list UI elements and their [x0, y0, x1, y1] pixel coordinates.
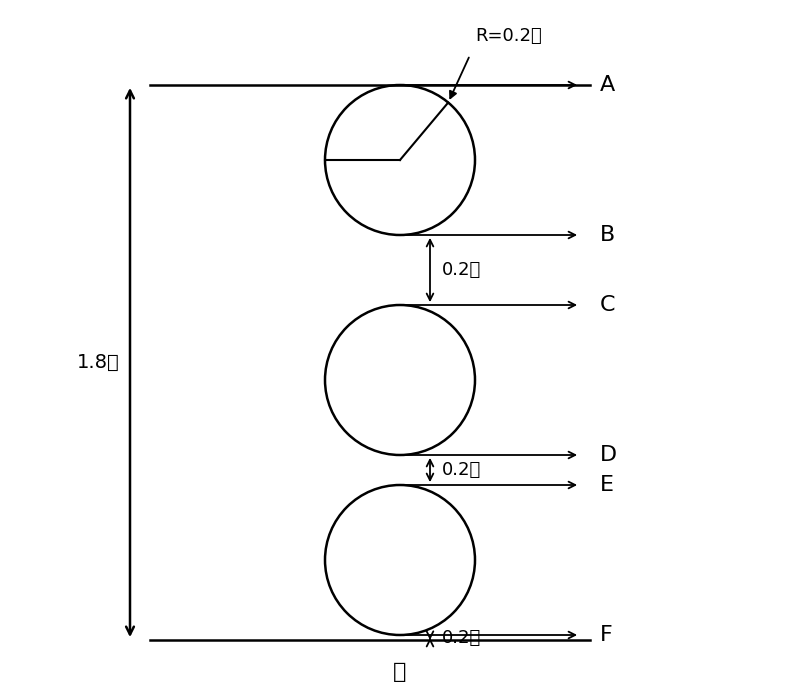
Text: 0.2米: 0.2米: [442, 628, 482, 647]
Text: E: E: [600, 475, 614, 495]
Text: A: A: [600, 75, 615, 95]
Text: 1.8米: 1.8米: [78, 353, 120, 372]
Text: 0.2米: 0.2米: [442, 261, 482, 279]
Text: 0.2米: 0.2米: [442, 461, 482, 479]
Text: F: F: [600, 625, 613, 645]
Text: D: D: [600, 445, 617, 465]
Text: C: C: [600, 295, 615, 315]
Text: 地: 地: [394, 662, 406, 682]
Text: R=0.2米: R=0.2米: [475, 27, 542, 45]
Text: B: B: [600, 225, 615, 245]
